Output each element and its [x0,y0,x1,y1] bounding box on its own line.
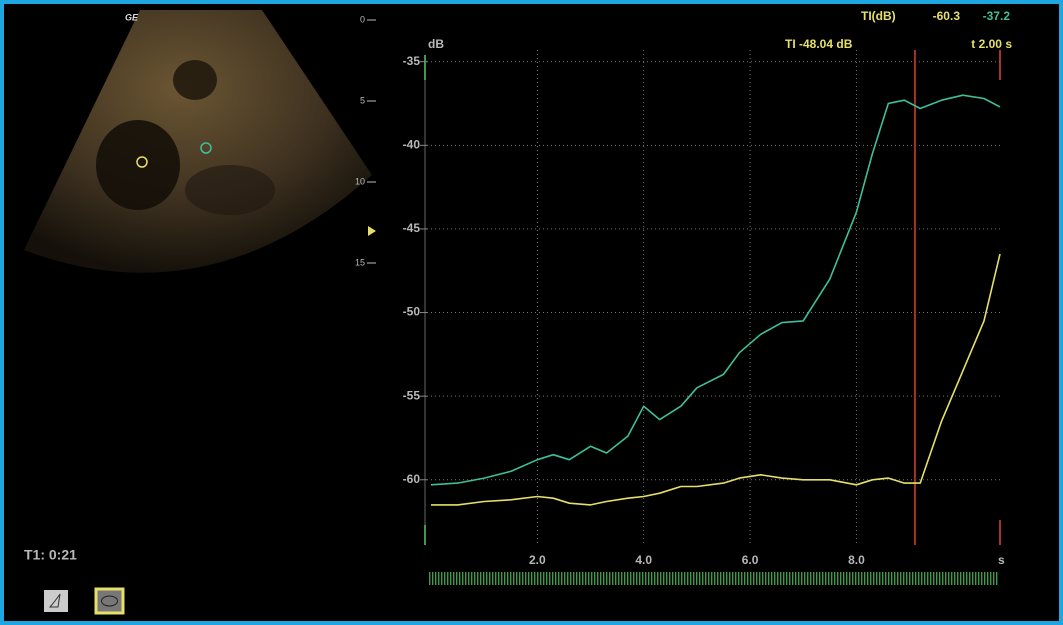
x-tick-label: 6.0 [742,553,759,567]
y-tick-label: -50 [403,305,421,319]
y-tick-label: -40 [403,137,421,151]
x-tick-label: 4.0 [635,553,652,567]
x-tick-label: 8.0 [848,553,865,567]
cursor-value: TI -48.04 dB [785,37,853,51]
cursor-time: t 2.00 s [971,37,1012,51]
trace-tool[interactable] [44,590,68,612]
depth-label: 5 [360,95,365,105]
readout-roi2: -37.2 [983,9,1011,23]
y-tick-label: -35 [403,54,421,68]
timer: T1: 0:21 [24,547,77,563]
ultrasound-image [24,10,376,273]
y-tick-label: -45 [403,221,421,235]
depth-label: 0 [360,14,365,24]
roi-2[interactable] [200,142,212,154]
readout-roi1: -60.3 [933,9,961,23]
y-axis-label: dB [428,37,444,51]
x-tick-label: 2.0 [529,553,546,567]
series-line [431,253,1001,506]
depth-label: 15 [355,257,365,267]
series-line [430,94,1001,486]
y-tick-label: -55 [403,388,421,402]
logo: GE [125,12,139,22]
y-tick-label: -60 [403,472,421,486]
x-axis-label: s [998,553,1005,567]
roi-1[interactable] [136,156,148,168]
ellipse-tool[interactable] [94,587,125,615]
timeline[interactable] [428,572,999,585]
readout-label: TI(dB) [861,9,896,23]
tool-icons [44,587,125,615]
depth-label: 10 [355,176,365,186]
